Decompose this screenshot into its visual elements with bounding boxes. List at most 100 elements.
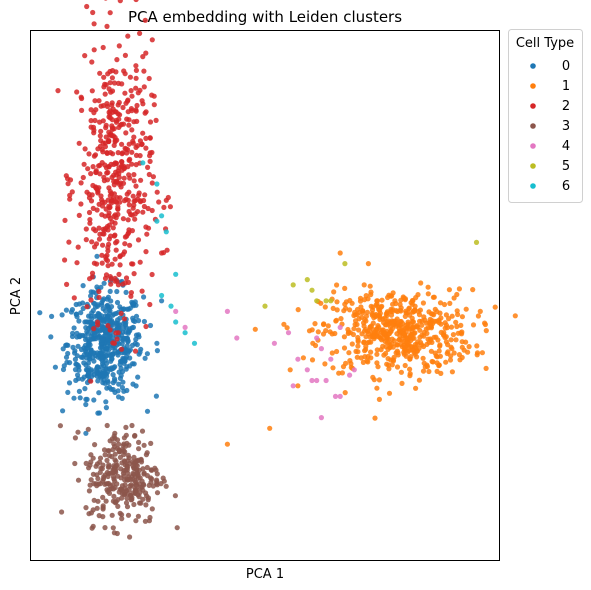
point-cluster-1 — [423, 320, 430, 326]
point-cluster-2 — [129, 93, 135, 99]
point-cluster-1 — [406, 305, 412, 311]
point-cluster-1 — [418, 339, 424, 346]
point-cluster-3 — [110, 467, 116, 473]
point-cluster-3 — [118, 486, 124, 492]
point-cluster-3 — [139, 478, 145, 484]
point-cluster-1 — [342, 390, 348, 396]
point-cluster-3 — [121, 448, 127, 454]
point-cluster-1 — [365, 261, 371, 267]
point-cluster-0 — [147, 322, 154, 329]
point-cluster-3 — [85, 426, 91, 432]
point-cluster-1 — [354, 354, 360, 360]
point-cluster-1 — [384, 310, 390, 316]
point-cluster-3 — [103, 498, 109, 504]
point-cluster-3 — [161, 478, 167, 484]
point-cluster-0 — [127, 355, 133, 361]
point-cluster-3 — [125, 512, 132, 518]
point-cluster-2 — [89, 59, 95, 65]
point-cluster-1 — [483, 365, 489, 371]
point-cluster-0 — [103, 405, 109, 411]
point-cluster-1 — [428, 348, 434, 354]
point-cluster-2 — [113, 330, 119, 336]
point-cluster-1 — [377, 316, 383, 322]
point-cluster-1 — [398, 297, 404, 303]
point-cluster-2 — [115, 102, 121, 108]
point-cluster-1 — [475, 313, 481, 319]
point-cluster-1 — [458, 322, 464, 328]
point-cluster-1 — [398, 308, 404, 314]
point-cluster-1 — [398, 369, 404, 375]
point-cluster-0 — [69, 307, 75, 313]
point-cluster-6 — [154, 181, 160, 187]
point-cluster-0 — [103, 353, 109, 359]
point-cluster-1 — [412, 303, 418, 309]
legend-frame — [508, 29, 583, 203]
point-cluster-3 — [105, 464, 111, 470]
point-cluster-1 — [407, 366, 413, 372]
point-cluster-1 — [383, 350, 389, 357]
point-cluster-1 — [413, 385, 419, 391]
point-cluster-0 — [110, 372, 116, 378]
point-cluster-1 — [349, 341, 355, 347]
point-cluster-0 — [124, 336, 130, 342]
point-cluster-1 — [437, 300, 444, 306]
point-cluster-0 — [109, 318, 115, 324]
point-cluster-3 — [88, 510, 94, 516]
point-cluster-3 — [127, 534, 133, 540]
point-cluster-2 — [125, 197, 131, 203]
point-cluster-2 — [122, 71, 128, 77]
point-cluster-1 — [267, 425, 273, 431]
point-cluster-2 — [137, 87, 143, 93]
point-cluster-1 — [386, 390, 393, 396]
point-cluster-2 — [125, 217, 131, 223]
point-cluster-2 — [105, 323, 111, 329]
point-cluster-2 — [92, 117, 98, 124]
point-cluster-1 — [410, 319, 416, 325]
point-cluster-0 — [99, 302, 105, 308]
point-cluster-1 — [483, 328, 489, 334]
point-cluster-1 — [425, 291, 431, 297]
point-cluster-3 — [131, 471, 137, 477]
point-cluster-1 — [466, 344, 472, 350]
point-cluster-1 — [381, 330, 388, 336]
point-cluster-6 — [140, 160, 146, 166]
point-cluster-1 — [443, 359, 449, 365]
point-cluster-2 — [143, 145, 149, 151]
point-cluster-2 — [113, 240, 119, 246]
point-cluster-2 — [123, 275, 130, 281]
point-cluster-3 — [135, 471, 141, 477]
point-cluster-3 — [116, 448, 122, 455]
point-cluster-0 — [144, 408, 151, 414]
point-cluster-1 — [395, 321, 401, 327]
point-cluster-2 — [120, 104, 126, 111]
point-cluster-1 — [391, 318, 397, 324]
point-cluster-3 — [134, 487, 140, 493]
point-cluster-1 — [354, 321, 360, 328]
point-cluster-3 — [97, 481, 103, 487]
point-cluster-2 — [112, 256, 118, 262]
point-cluster-0 — [76, 301, 82, 307]
point-cluster-0 — [120, 379, 126, 385]
point-cluster-6 — [159, 213, 165, 219]
point-cluster-2 — [129, 161, 135, 167]
point-cluster-2 — [97, 133, 103, 139]
point-cluster-0 — [102, 329, 108, 335]
point-cluster-4 — [234, 335, 240, 341]
point-cluster-2 — [102, 199, 108, 205]
point-cluster-5 — [290, 282, 296, 288]
point-cluster-2 — [127, 242, 133, 248]
point-cluster-1 — [384, 339, 391, 345]
point-cluster-3 — [104, 481, 111, 487]
point-cluster-3 — [128, 482, 134, 488]
point-cluster-2 — [62, 217, 68, 223]
point-cluster-0 — [101, 280, 107, 286]
point-cluster-1 — [417, 318, 423, 324]
point-cluster-2 — [93, 169, 99, 175]
point-cluster-0 — [108, 366, 114, 373]
point-cluster-1 — [418, 280, 424, 286]
point-cluster-0 — [48, 334, 54, 340]
point-cluster-0 — [110, 386, 116, 393]
point-cluster-0 — [103, 399, 109, 405]
point-cluster-2 — [82, 53, 88, 59]
point-cluster-0 — [114, 288, 120, 295]
